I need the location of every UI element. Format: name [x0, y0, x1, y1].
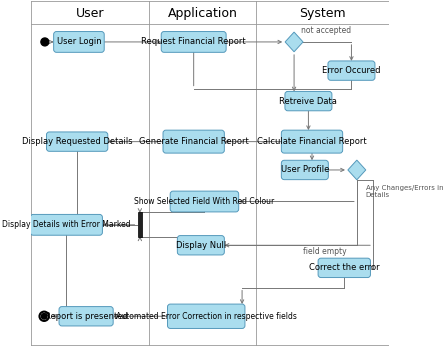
Text: Application: Application — [168, 7, 238, 20]
Polygon shape — [285, 32, 303, 52]
FancyBboxPatch shape — [281, 130, 343, 153]
Text: Request Financial Report: Request Financial Report — [142, 37, 246, 46]
Text: User Login: User Login — [57, 37, 101, 46]
Text: Display Details with Error Marked: Display Details with Error Marked — [2, 220, 131, 229]
Text: System: System — [299, 7, 346, 20]
Circle shape — [41, 38, 49, 46]
FancyBboxPatch shape — [161, 32, 226, 52]
FancyBboxPatch shape — [281, 160, 328, 180]
FancyBboxPatch shape — [178, 235, 224, 255]
FancyBboxPatch shape — [318, 258, 370, 278]
Polygon shape — [348, 160, 366, 180]
Bar — [138, 212, 142, 237]
FancyBboxPatch shape — [163, 130, 224, 153]
Text: Display Null: Display Null — [176, 241, 226, 250]
Text: Any Changes/Errors in
Details: Any Changes/Errors in Details — [366, 185, 443, 198]
FancyBboxPatch shape — [170, 191, 239, 212]
Circle shape — [41, 314, 47, 319]
Text: Automated Error Correction in respective fields: Automated Error Correction in respective… — [116, 312, 297, 321]
FancyBboxPatch shape — [328, 61, 375, 80]
Text: Display Requested Details: Display Requested Details — [22, 137, 133, 146]
FancyBboxPatch shape — [285, 91, 332, 111]
FancyBboxPatch shape — [30, 215, 102, 235]
Text: Correct the error: Correct the error — [309, 264, 380, 273]
Text: User: User — [76, 7, 104, 20]
Text: User Profile: User Profile — [281, 166, 329, 175]
Text: not accepted: not accepted — [301, 26, 352, 35]
FancyBboxPatch shape — [59, 307, 113, 326]
Text: Report is presented: Report is presented — [44, 312, 128, 321]
FancyBboxPatch shape — [167, 304, 245, 328]
Text: Show Selected Field With Red Colour: Show Selected Field With Red Colour — [134, 197, 275, 206]
Text: Generate Financial Report: Generate Financial Report — [139, 137, 249, 146]
Text: Error Occured: Error Occured — [322, 66, 380, 75]
Text: field empty: field empty — [303, 247, 347, 256]
FancyBboxPatch shape — [54, 32, 104, 52]
Text: Calculate Financial Report: Calculate Financial Report — [257, 137, 367, 146]
Text: Retreive Data: Retreive Data — [279, 96, 337, 105]
FancyBboxPatch shape — [46, 132, 108, 151]
